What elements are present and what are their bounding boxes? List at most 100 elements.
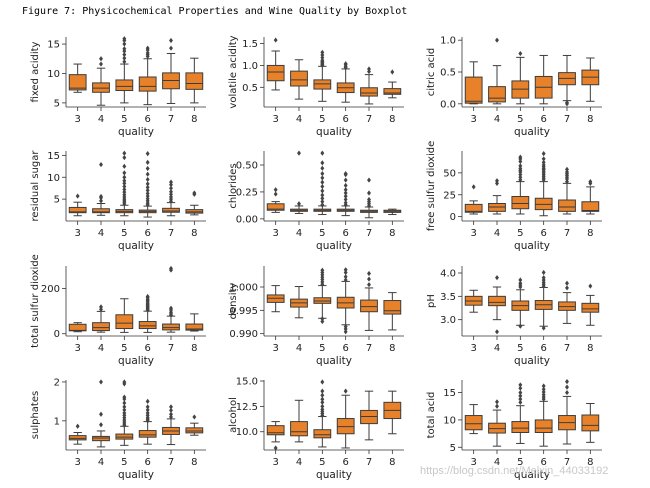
x-tick-label: 7 [366,114,372,125]
subplot-total-acid: 5 10 15 3 4 5 6 7 8 quality total acid [426,379,602,481]
x-tick-label: 6 [342,457,348,468]
outlier-point [145,193,150,199]
iqr-box [360,299,378,313]
x-tick-label: 8 [389,114,395,125]
x-tick-label: 3 [470,228,476,239]
outlier-point [99,193,103,200]
outlier-point [343,61,348,67]
box-quality-8 [185,414,204,436]
box-quality-5 [115,36,134,104]
outlier-point [565,285,569,291]
x-tick-label: 6 [342,114,348,125]
outlier-point [169,45,173,51]
box-quality-4 [290,150,308,214]
outlier-point [145,184,150,190]
box-quality-4 [488,178,506,215]
iqr-box [138,76,157,92]
iqr-box [266,64,285,82]
y-tick-label: 12.5 [236,402,258,413]
outlier-point [122,36,127,42]
iqr-box [162,323,180,331]
box-quality-7 [360,177,378,219]
iqr-box [92,82,110,93]
outlier-point [541,386,546,392]
x-tick-label: 6 [540,457,546,468]
outlier-point [122,189,127,195]
outlier-point [273,445,278,451]
y-tick-label: 10.0 [236,427,258,438]
outlier-point [320,175,325,181]
outlier-point [169,189,173,195]
y-tick-label: 0.995 [229,306,258,317]
outlier-point [145,410,150,416]
outlier-point [169,185,173,191]
outlier-point [390,69,395,75]
outlier-point [320,171,325,177]
outlier-point [367,177,371,183]
iqr-box [68,74,87,91]
y-tick-label: 1 [54,416,60,427]
outlier-point [541,156,546,162]
outlier-point [541,162,546,168]
outlier-point [343,324,348,330]
x-tick-label: 6 [342,343,348,354]
outlier-point [273,187,278,193]
iqr-box [581,414,600,432]
outlier-point [565,389,569,396]
outlier-point [541,151,546,157]
outlier-point [343,177,348,183]
outlier-point [320,183,325,190]
y-tick-label: 0 [54,329,60,340]
iqr-box [558,199,576,212]
y-tick-label: 15 [47,40,60,51]
y-axis-label: density [228,283,239,320]
y-tick-label: 3.5 [440,292,456,303]
outlier-point [122,404,127,410]
outlier-point [169,37,173,44]
x-tick-label: 8 [587,228,593,239]
outlier-point [565,280,569,286]
box-quality-8 [383,390,402,435]
y-tick-label: 4.0 [440,269,456,280]
box-quality-3 [464,404,483,435]
box-quality-3 [266,285,285,313]
outlier-point [99,379,103,385]
y-axis-label: alcohol [228,397,239,433]
iqr-box [511,196,530,210]
y-tick-label: 15 [47,151,60,162]
box-quality-6 [336,171,355,217]
outlier-point [122,163,127,169]
outlier-point [518,158,523,165]
x-tick-label: 4 [494,228,500,239]
box-quality-3 [68,193,87,217]
iqr-box [185,323,204,331]
box-quality-5 [115,150,134,217]
outlier-point [320,192,325,198]
box-quality-7 [558,379,576,445]
box-quality-6 [138,398,157,445]
outlier-point [518,399,523,406]
outlier-point [518,382,523,388]
box-quality-4 [488,399,506,447]
x-tick-label: 6 [540,343,546,354]
x-axis-label: quality [514,355,550,367]
y-tick-label: 5 [450,443,456,454]
x-axis-label: quality [118,240,154,252]
iqr-box [92,208,110,214]
x-tick-label: 7 [564,343,570,354]
outlier-point [297,150,301,156]
box-quality-4 [488,37,506,105]
outlier-point [320,165,325,171]
x-tick-label: 7 [366,457,372,468]
x-axis-label: quality [118,469,154,481]
box-quality-3 [68,423,87,445]
x-tick-label: 5 [319,457,325,468]
y-tick-label: 0.5 [242,83,258,94]
outlier-point [518,154,523,160]
x-tick-label: 3 [470,457,476,468]
y-tick-label: 0 [450,212,456,223]
outlier-point [518,172,523,178]
outlier-point [122,192,127,198]
y-axis-label: chlorides [228,163,239,208]
